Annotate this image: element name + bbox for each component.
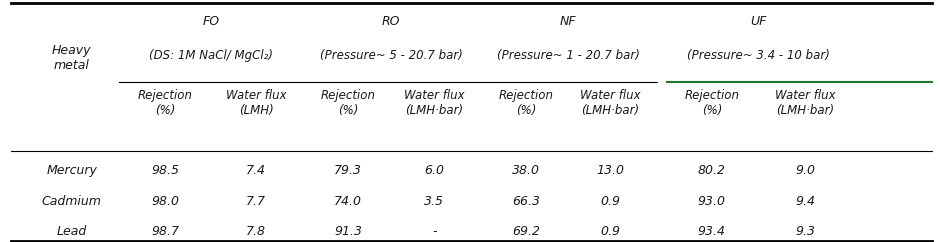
Text: 80.2: 80.2 (697, 164, 726, 177)
Text: 66.3: 66.3 (512, 195, 540, 208)
Text: Cadmium: Cadmium (41, 195, 102, 208)
Text: Water flux
(LMH·bar): Water flux (LMH·bar) (776, 89, 836, 117)
Text: 93.4: 93.4 (697, 225, 726, 238)
Text: 74.0: 74.0 (334, 195, 362, 208)
Text: 7.7: 7.7 (246, 195, 266, 208)
Text: 6.0: 6.0 (424, 164, 445, 177)
Text: 9.4: 9.4 (795, 195, 816, 208)
Text: 7.4: 7.4 (246, 164, 266, 177)
Text: 0.9: 0.9 (601, 225, 620, 238)
Text: 0.9: 0.9 (601, 195, 620, 208)
Text: 98.0: 98.0 (151, 195, 180, 208)
Text: RO: RO (382, 15, 400, 28)
Text: 13.0: 13.0 (597, 164, 624, 177)
Text: Lead: Lead (56, 225, 86, 238)
Text: FO: FO (203, 15, 220, 28)
Text: Heavy
metal: Heavy metal (52, 44, 91, 72)
Text: -: - (432, 225, 437, 238)
Text: (Pressure~ 5 - 20.7 bar): (Pressure~ 5 - 20.7 bar) (320, 49, 462, 62)
Text: Mercury: Mercury (46, 164, 97, 177)
Text: 98.7: 98.7 (151, 225, 180, 238)
Text: 69.2: 69.2 (512, 225, 540, 238)
Text: Water flux
(LMH·bar): Water flux (LMH·bar) (404, 89, 464, 117)
Text: 38.0: 38.0 (512, 164, 540, 177)
Text: Water flux
(LMH): Water flux (LMH) (226, 89, 287, 117)
Text: Rejection
(%): Rejection (%) (499, 89, 554, 117)
Text: 7.8: 7.8 (246, 225, 266, 238)
Text: (Pressure~ 3.4 - 10 bar): (Pressure~ 3.4 - 10 bar) (687, 49, 830, 62)
Text: (Pressure~ 1 - 20.7 bar): (Pressure~ 1 - 20.7 bar) (497, 49, 640, 62)
Text: NF: NF (560, 15, 577, 28)
Text: 79.3: 79.3 (334, 164, 362, 177)
Text: 98.5: 98.5 (151, 164, 180, 177)
Text: Rejection
(%): Rejection (%) (684, 89, 739, 117)
Text: 9.3: 9.3 (795, 225, 816, 238)
Text: 3.5: 3.5 (424, 195, 445, 208)
Text: 9.0: 9.0 (795, 164, 816, 177)
Text: Rejection
(%): Rejection (%) (138, 89, 193, 117)
Text: 93.0: 93.0 (697, 195, 726, 208)
Text: 91.3: 91.3 (334, 225, 362, 238)
Text: (DS: 1M NaCl/ MgCl₂): (DS: 1M NaCl/ MgCl₂) (149, 49, 274, 62)
Text: UF: UF (750, 15, 767, 28)
Text: Rejection
(%): Rejection (%) (321, 89, 376, 117)
Text: Water flux
(LMH·bar): Water flux (LMH·bar) (580, 89, 641, 117)
